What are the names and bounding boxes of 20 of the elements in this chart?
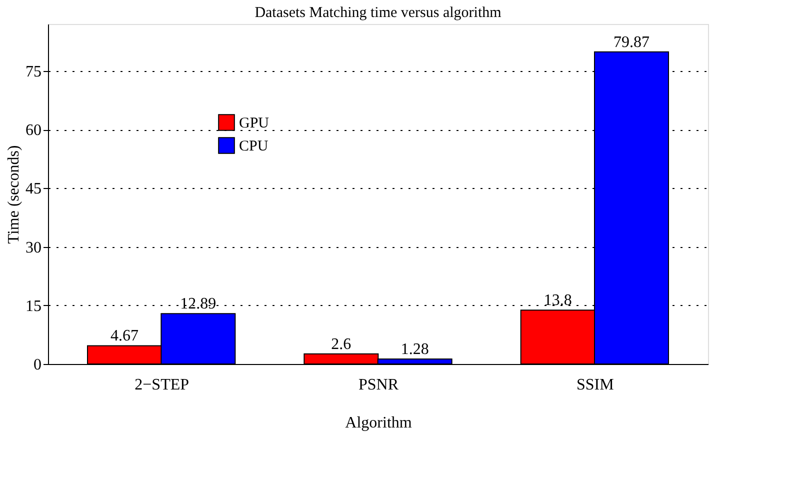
data-label: 4.67 <box>110 328 138 345</box>
x-tick-label: 2−STEP <box>134 376 190 394</box>
y-axis-title: Time (seconds) <box>6 145 22 244</box>
y-tick-label: 45 <box>26 180 42 198</box>
data-label: 79.87 <box>614 34 650 51</box>
y-tick-label: 15 <box>26 298 42 315</box>
data-label: 1.28 <box>400 341 429 358</box>
y-tick-label: 75 <box>26 63 42 80</box>
legend-label: CPU <box>239 138 268 154</box>
x-tick-label: SSIM <box>576 376 614 394</box>
data-label: 12.89 <box>180 296 216 313</box>
x-axis-title: Algorithm <box>345 414 412 432</box>
y-tick-label: 30 <box>26 239 42 256</box>
data-label: 2.6 <box>331 336 352 353</box>
x-tick-label: PSNR <box>358 376 399 394</box>
y-tick-label: 0 <box>34 356 42 374</box>
data-label: 13.8 <box>544 292 572 310</box>
legend-label: GPU <box>239 116 270 132</box>
y-tick-label: 60 <box>26 122 42 140</box>
chart-title: Datasets Matching time versus algorithm <box>254 5 502 21</box>
